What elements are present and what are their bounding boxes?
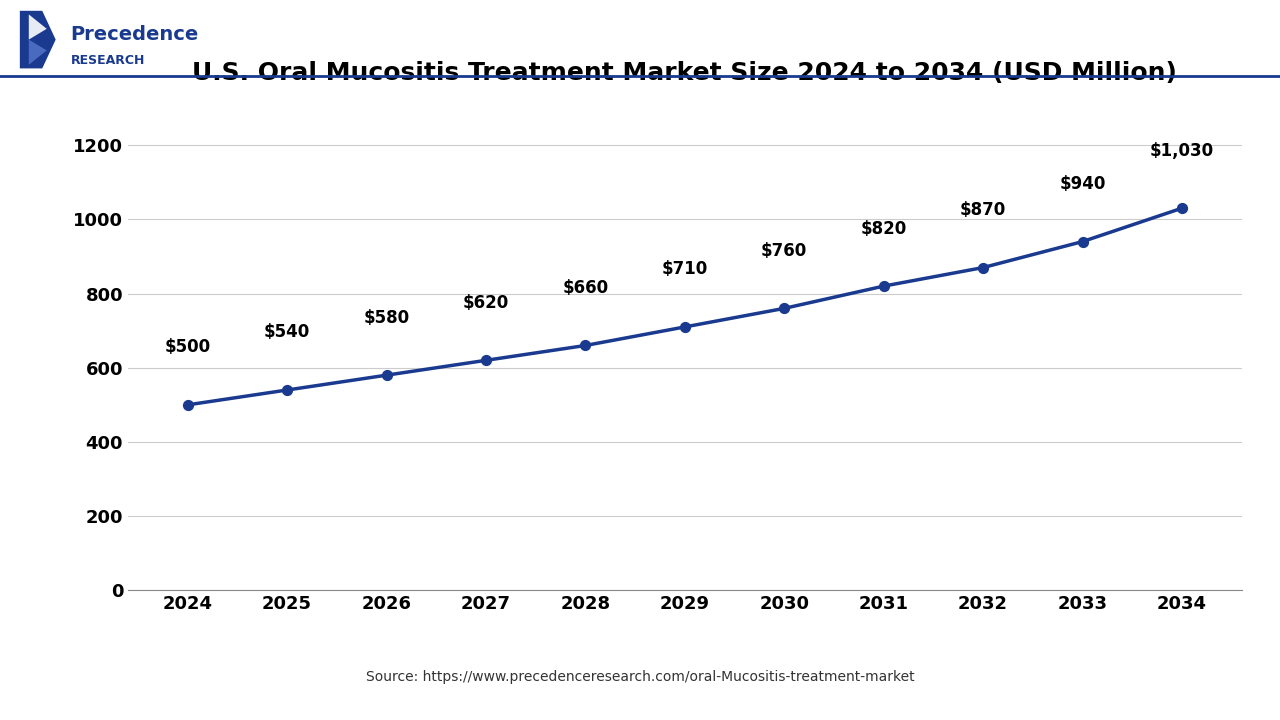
Text: RESEARCH: RESEARCH: [70, 54, 145, 67]
Point: [376, 369, 397, 381]
Title: U.S. Oral Mucositis Treatment Market Size 2024 to 2034 (USD Million): U.S. Oral Mucositis Treatment Market Siz…: [192, 61, 1178, 85]
Text: $620: $620: [463, 294, 509, 312]
Polygon shape: [28, 14, 46, 40]
Point: [873, 280, 893, 292]
Point: [178, 399, 198, 410]
Text: $660: $660: [562, 279, 608, 297]
Point: [774, 302, 795, 314]
Text: $710: $710: [662, 261, 708, 279]
Text: Source: https://www.precedenceresearch.com/oral-Mucositis-treatment-market: Source: https://www.precedenceresearch.c…: [366, 670, 914, 684]
Point: [973, 262, 993, 274]
Text: Precedence: Precedence: [70, 25, 198, 44]
Text: $500: $500: [165, 338, 211, 356]
Point: [1073, 236, 1093, 248]
Text: $1,030: $1,030: [1149, 142, 1213, 160]
Point: [276, 384, 297, 396]
Text: $940: $940: [1060, 175, 1106, 193]
Text: $760: $760: [762, 242, 808, 260]
Text: $540: $540: [264, 323, 310, 341]
Point: [675, 321, 695, 333]
Point: [476, 354, 497, 366]
Polygon shape: [20, 11, 56, 68]
Text: $870: $870: [960, 201, 1006, 219]
Point: [575, 340, 595, 351]
Point: [1171, 202, 1192, 214]
Text: $580: $580: [364, 309, 410, 327]
Polygon shape: [28, 40, 46, 65]
Text: $820: $820: [860, 220, 906, 238]
